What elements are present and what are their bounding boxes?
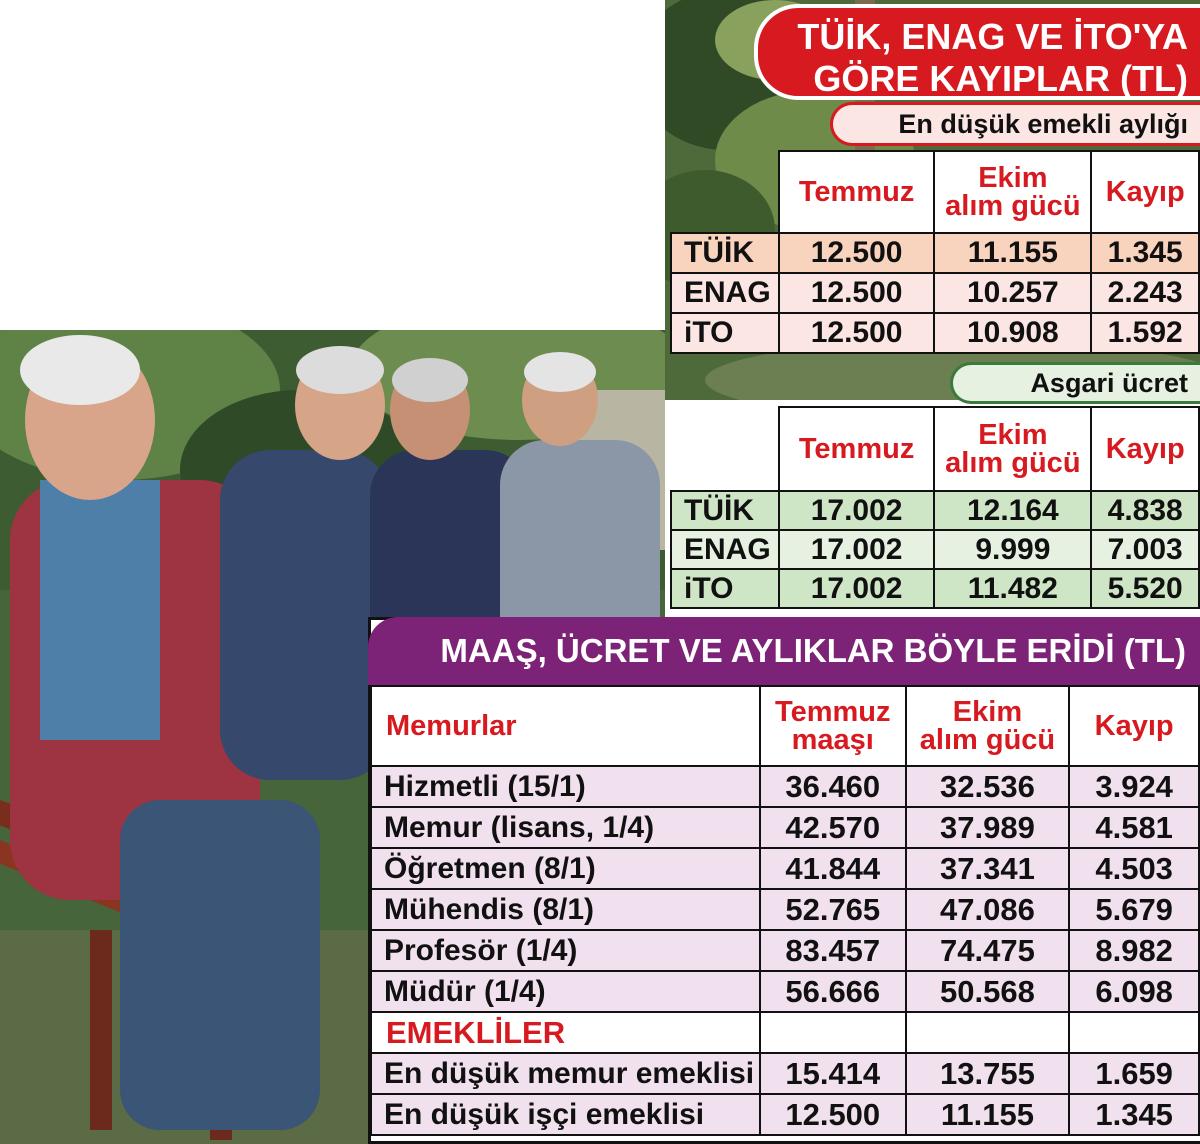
cell-kayip: 1.659	[1068, 1052, 1200, 1095]
table-row: Mühendis (8/1) 52.765 47.086 5.679	[370, 888, 1200, 931]
cell-kayip: 4.581	[1068, 806, 1200, 849]
header-memurlar: Memurlar	[370, 685, 761, 767]
cell-kayip: 8.982	[1068, 929, 1200, 972]
cell-ekim: 11.482	[933, 568, 1093, 609]
cell-kayip: 4.503	[1068, 847, 1200, 890]
row-label: Öğretmen (8/1)	[370, 847, 761, 890]
cell-temmuz: 15.414	[758, 1052, 907, 1095]
header-temmuz-maasi: Temmuz maaşı	[758, 685, 907, 767]
losses-title-card: TÜİK, ENAG VE İTO'YA GÖRE KAYIPLAR (TL)	[754, 4, 1200, 100]
cell-ekim: 74.475	[904, 929, 1071, 972]
table-row: Hizmetli (15/1) 36.460 32.536 3.924	[370, 765, 1200, 808]
table-row: TÜİK 17.002 12.164 4.838	[670, 490, 1200, 531]
salary-table-title: MAAŞ, ÜCRET VE AYLIKLAR BÖYLE ERİDİ (TL)	[368, 617, 1200, 685]
table-row: iTO 12.500 10.908 1.592	[670, 312, 1200, 354]
row-label: iTO	[670, 568, 780, 609]
header-temmuz: Temmuz	[777, 406, 936, 492]
header-ekim-alim-gucu: Ekim alım gücü	[933, 406, 1093, 492]
cell-temmuz: 56.666	[758, 970, 907, 1013]
cell-temmuz: 83.457	[758, 929, 907, 972]
cell-temmuz: 17.002	[777, 490, 936, 531]
minimum-wage-table: Temmuz Ekim alım gücü Kayıp TÜİK 17.002 …	[670, 406, 1200, 609]
cell-ekim: 10.908	[933, 312, 1093, 354]
cell-kayip: 5.520	[1090, 568, 1200, 609]
table-row: Profesör (1/4) 83.457 74.475 8.982	[370, 929, 1200, 972]
cell-ekim: 37.989	[904, 806, 1071, 849]
header-kayip: Kayıp	[1068, 685, 1200, 767]
cell-temmuz: 17.002	[777, 568, 936, 609]
cell-temmuz: 52.765	[758, 888, 907, 931]
row-label: Memur (lisans, 1/4)	[370, 806, 761, 849]
cell-ekim: 11.155	[904, 1093, 1071, 1136]
cell-ekim: 47.086	[904, 888, 1071, 931]
row-label: ENAG	[670, 529, 780, 570]
row-label: En düşük memur emeklisi	[370, 1052, 761, 1095]
caption-min-pension: En düşük emekli aylığı	[830, 102, 1200, 146]
row-label: Müdür (1/4)	[370, 970, 761, 1013]
header-ekim-alim-gucu: Ekim alım gücü	[933, 150, 1093, 234]
cell-ekim: 11.155	[933, 232, 1093, 274]
cell-ekim: 32.536	[904, 765, 1071, 808]
cell-ekim: 37.341	[904, 847, 1071, 890]
header-kayip: Kayıp	[1090, 406, 1200, 492]
cell-temmuz: 42.570	[758, 806, 907, 849]
cell-ekim: 9.999	[933, 529, 1093, 570]
header-temmuz: Temmuz	[777, 150, 936, 234]
section-label: EMEKLİLER	[370, 1011, 761, 1054]
table-row: En düşük işçi emeklisi 12.500 11.155 1.3…	[370, 1093, 1200, 1136]
cell-ekim: 13.755	[904, 1052, 1071, 1095]
row-label: iTO	[670, 312, 780, 354]
cell-temmuz: 36.460	[758, 765, 907, 808]
cell-kayip: 5.679	[1068, 888, 1200, 931]
cell-temmuz: 12.500	[777, 272, 936, 314]
row-label: Hizmetli (15/1)	[370, 765, 761, 808]
table-row: TÜİK 12.500 11.155 1.345	[670, 232, 1200, 274]
table-row: En düşük memur emeklisi 15.414 13.755 1.…	[370, 1052, 1200, 1095]
cell-temmuz: 12.500	[777, 312, 936, 354]
cell-kayip: 4.838	[1090, 490, 1200, 531]
cell-temmuz: 12.500	[777, 232, 936, 274]
min-pension-table: Temmuz Ekim alım gücü Kayıp TÜİK 12.500 …	[670, 150, 1200, 354]
cell-kayip: 1.592	[1090, 312, 1200, 354]
cell-kayip: 1.345	[1068, 1093, 1200, 1136]
cell-temmuz: 41.844	[758, 847, 907, 890]
cell-kayip: 1.345	[1090, 232, 1200, 274]
table-row: ENAG 12.500 10.257 2.243	[670, 272, 1200, 314]
table-row: Müdür (1/4) 56.666 50.568 6.098	[370, 970, 1200, 1013]
row-label: Mühendis (8/1)	[370, 888, 761, 931]
cell-kayip: 3.924	[1068, 765, 1200, 808]
cell-temmuz: 12.500	[758, 1093, 907, 1136]
cell-ekim: 10.257	[933, 272, 1093, 314]
salary-erosion-table: Memurlar Temmuz maaşı Ekim alım gücü Kay…	[370, 685, 1200, 1136]
row-label: En düşük işçi emeklisi	[370, 1093, 761, 1136]
row-label: ENAG	[670, 272, 780, 314]
cell-kayip: 7.003	[1090, 529, 1200, 570]
photo-elderly-men-on-bench	[0, 330, 665, 1144]
row-label: TÜİK	[670, 232, 780, 274]
cell-temmuz: 17.002	[777, 529, 936, 570]
title-line-1: TÜİK, ENAG VE İTO'YA	[797, 16, 1188, 57]
header-kayip: Kayıp	[1090, 150, 1200, 234]
table-row: Öğretmen (8/1) 41.844 37.341 4.503	[370, 847, 1200, 890]
title-line-2: GÖRE KAYIPLAR (TL)	[813, 58, 1188, 99]
caption-minimum-wage: Asgari ücret	[950, 362, 1200, 404]
table-row: ENAG 17.002 9.999 7.003	[670, 529, 1200, 570]
cell-kayip: 6.098	[1068, 970, 1200, 1013]
row-label: Profesör (1/4)	[370, 929, 761, 972]
header-ekim-alim-gucu: Ekim alım gücü	[904, 685, 1071, 767]
row-label: TÜİK	[670, 490, 780, 531]
cell-ekim: 50.568	[904, 970, 1071, 1013]
cell-kayip: 2.243	[1090, 272, 1200, 314]
cell-ekim: 12.164	[933, 490, 1093, 531]
table-row: iTO 17.002 11.482 5.520	[670, 568, 1200, 609]
table-row: Memur (lisans, 1/4) 42.570 37.989 4.581	[370, 806, 1200, 849]
section-row-emekliler: EMEKLİLER	[370, 1011, 1200, 1054]
